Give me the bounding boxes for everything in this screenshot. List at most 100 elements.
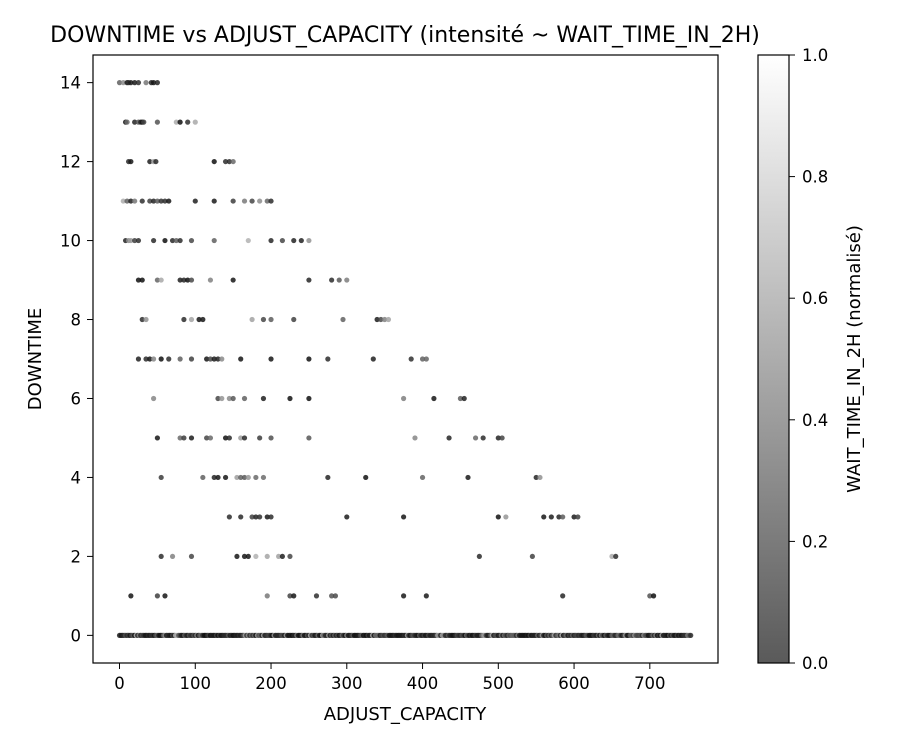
chart-title: DOWNTIME vs ADJUST_CAPACITY (intensité ~… — [50, 23, 760, 48]
data-point — [177, 356, 183, 362]
data-point — [132, 237, 138, 244]
data-point — [162, 593, 168, 599]
data-point — [560, 514, 566, 520]
data-point — [249, 514, 255, 520]
data-point — [158, 277, 164, 283]
data-point — [188, 356, 195, 362]
data-point — [363, 474, 369, 481]
data-point — [419, 356, 426, 362]
colorbar-tick-label: 0.4 — [802, 411, 828, 430]
data-point — [128, 198, 134, 204]
data-point — [268, 356, 274, 362]
x-tick-label: 400 — [407, 674, 439, 693]
data-point — [575, 514, 581, 520]
x-axis-ticks: 0 100 200 300 400 500 600 700 — [114, 663, 666, 693]
data-point — [541, 514, 547, 520]
x-tick-label: 300 — [331, 674, 363, 693]
colorbar-ticks: 0.0 0.2 0.4 0.6 0.8 1.0 — [789, 46, 828, 673]
data-point — [154, 593, 160, 599]
x-tick-label: 100 — [180, 674, 212, 693]
data-point — [158, 356, 164, 362]
data-point — [499, 435, 505, 441]
x-tick-label: 600 — [558, 674, 590, 693]
data-point — [647, 593, 653, 599]
y-axis-label: DOWNTIME — [25, 308, 46, 411]
data-point — [461, 395, 467, 402]
data-point — [158, 198, 164, 204]
y-tick-label: 14 — [60, 74, 81, 93]
data-point — [688, 632, 694, 638]
data-point — [306, 356, 312, 362]
data-point — [192, 198, 198, 204]
data-point — [120, 80, 126, 86]
data-point — [408, 356, 414, 362]
data-point — [188, 553, 195, 560]
data-point — [306, 395, 312, 402]
data-point — [222, 158, 229, 165]
data-point — [249, 316, 255, 323]
data-point — [329, 593, 335, 599]
data-point — [412, 435, 418, 441]
data-point — [188, 237, 195, 244]
data-point — [128, 158, 134, 165]
points-layer — [116, 80, 694, 638]
data-point — [177, 237, 183, 244]
data-point — [268, 198, 274, 204]
colorbar-tick-label: 0.6 — [802, 289, 828, 308]
colorbar-label: WAIT_TIME_IN_2H (normalisé) — [844, 225, 865, 493]
data-point — [153, 158, 159, 165]
data-point — [571, 514, 577, 520]
data-point — [245, 553, 251, 560]
data-point — [313, 593, 320, 599]
data-point — [226, 514, 232, 520]
data-point — [253, 514, 259, 520]
data-point — [154, 119, 160, 125]
data-point — [207, 277, 214, 283]
data-point — [215, 474, 221, 481]
data-point — [257, 514, 263, 520]
data-point — [219, 356, 225, 362]
data-point — [325, 474, 331, 481]
data-point — [234, 553, 240, 560]
y-tick-label: 10 — [60, 232, 81, 251]
data-point — [230, 277, 236, 283]
data-point — [211, 198, 217, 204]
data-point — [268, 514, 274, 520]
data-point — [173, 119, 179, 125]
data-point — [200, 474, 206, 481]
data-point — [446, 435, 452, 441]
data-point — [181, 316, 187, 323]
data-point — [154, 435, 160, 441]
data-point — [560, 593, 566, 599]
data-point — [529, 553, 535, 560]
x-tick-label: 0 — [114, 674, 125, 693]
data-point — [207, 435, 214, 441]
data-point — [162, 198, 168, 204]
data-point — [401, 514, 407, 520]
data-point — [188, 316, 195, 323]
data-point — [260, 474, 267, 481]
data-point — [185, 277, 191, 283]
data-point — [332, 593, 339, 599]
y-tick-label: 12 — [60, 153, 81, 172]
data-point — [260, 395, 267, 402]
data-point — [344, 514, 350, 520]
data-point — [279, 237, 285, 244]
data-point — [192, 119, 198, 125]
data-point — [241, 474, 248, 481]
data-point — [238, 474, 244, 481]
data-point — [287, 553, 293, 560]
data-point — [548, 514, 554, 520]
data-point — [287, 395, 293, 402]
data-point — [120, 198, 126, 204]
data-point — [306, 435, 312, 441]
data-point — [306, 277, 312, 283]
data-point — [139, 198, 145, 204]
data-point — [264, 514, 270, 520]
data-point — [382, 316, 388, 323]
data-point — [211, 158, 217, 165]
y-tick-label: 8 — [71, 311, 82, 330]
data-point — [211, 237, 217, 244]
data-point — [241, 395, 248, 402]
